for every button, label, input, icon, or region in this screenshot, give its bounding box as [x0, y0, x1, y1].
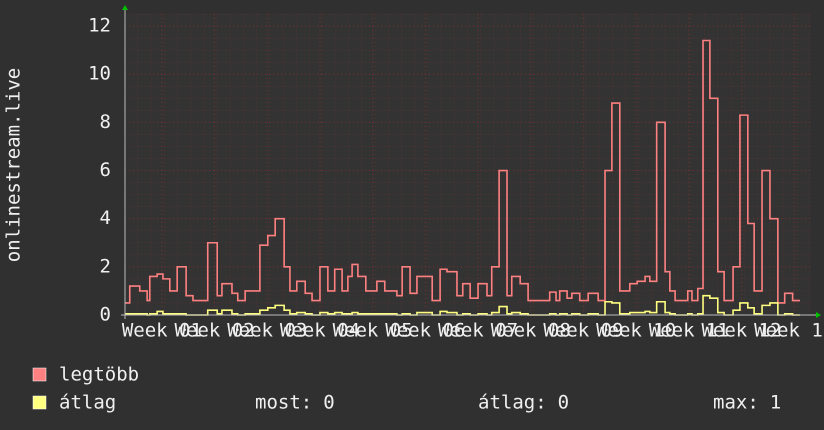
y-tick-label: 0 [100, 304, 111, 326]
x-tick-label: Week 03 [227, 320, 307, 342]
y-axis-label: onlinestream.live [3, 68, 25, 262]
x-tick-label: Week 04 [280, 320, 360, 342]
y-tick-label: 6 [100, 159, 111, 181]
x-tick-label: Week 02 [175, 320, 255, 342]
x-tick-label: Week 13 [754, 320, 824, 342]
x-tick-label: Week 01 [122, 320, 202, 342]
x-tick-label: Week 12 [701, 320, 781, 342]
plot-area [125, 14, 810, 315]
stat-value: 0 [558, 392, 569, 414]
series-line [125, 39, 800, 304]
stat-label: max: [713, 392, 759, 414]
y-tick-label: 10 [88, 63, 111, 85]
stat-label: átlag: [478, 392, 547, 414]
stat-label: most: [255, 392, 312, 414]
y-tick-label: 2 [100, 255, 111, 277]
x-axis-arrow [816, 312, 821, 318]
y-tick-label: 4 [100, 207, 111, 229]
y-tick-label: 12 [88, 15, 111, 37]
legend-label: átlag [59, 392, 116, 414]
x-tick-label: Week 06 [385, 320, 465, 342]
x-tick-label: Week 09 [543, 320, 623, 342]
legend-swatch [32, 367, 47, 382]
legend-label: legtöbb [59, 364, 139, 386]
x-tick-label: Week 07 [438, 320, 518, 342]
y-axis-arrow [122, 5, 128, 10]
x-tick-label: Week 05 [333, 320, 413, 342]
series-line [125, 294, 800, 316]
stat-value: 1 [770, 392, 781, 414]
x-tick-label: Week 10 [596, 320, 676, 342]
x-tick-label: Week 11 [649, 320, 729, 342]
stat-value: 0 [323, 392, 334, 414]
y-tick-label: 8 [100, 111, 111, 133]
x-tick-label: Week 08 [491, 320, 571, 342]
legend-swatch [32, 395, 47, 410]
